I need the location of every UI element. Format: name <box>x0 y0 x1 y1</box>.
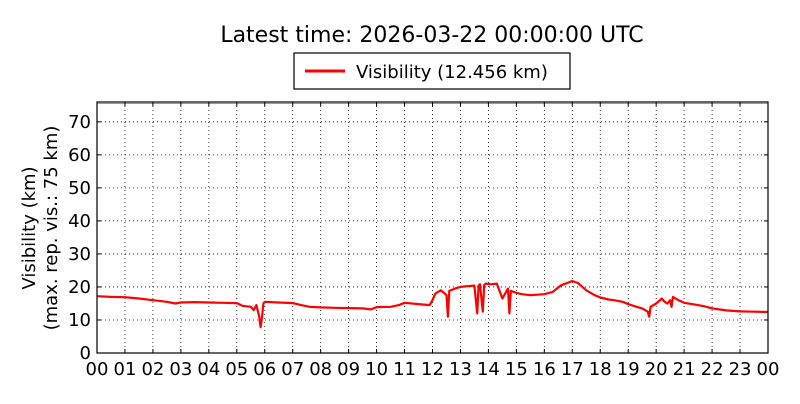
x-tick-label: 09 <box>337 359 360 380</box>
x-tick-label: 23 <box>729 359 752 380</box>
legend: Visibility (12.456 km) <box>293 52 571 90</box>
y-tick-label: 60 <box>68 145 91 166</box>
visibility-series-line <box>96 279 769 329</box>
x-tick-label: 05 <box>225 359 248 380</box>
x-tick-label: 18 <box>589 359 612 380</box>
ticks: 00 01 02 03 04 05 06 07 08 09 10 11 12 13 14 15 16 17 18 19… <box>68 102 779 380</box>
x-tick-label: 02 <box>141 359 164 380</box>
x-tick-label: 14 <box>477 359 500 380</box>
x-tick-label: 19 <box>617 359 640 380</box>
x-tick-label: 03 <box>169 359 192 380</box>
y-axis-label: Visibility (km) <box>19 166 40 289</box>
x-tick-label: 10 <box>365 359 388 380</box>
x-tick-label: 13 <box>449 359 472 380</box>
x-tick-label: 00 <box>757 359 780 380</box>
grid <box>97 102 768 353</box>
x-tick-label: 22 <box>701 359 724 380</box>
x-tick-label: 20 <box>645 359 668 380</box>
y-tick-label: 20 <box>68 277 91 298</box>
x-tick-label: 01 <box>114 359 137 380</box>
frame <box>96 101 769 354</box>
x-tick-label: 07 <box>281 359 304 380</box>
x-tick-label: 04 <box>197 359 220 380</box>
x-tick-label: 11 <box>393 359 416 380</box>
x-tick-label: 16 <box>533 359 556 380</box>
y-tick-label: 0 <box>80 343 91 364</box>
y-tick-label: 10 <box>68 310 91 331</box>
y-tick-label: 70 <box>68 112 91 133</box>
x-tick-label: 21 <box>673 359 696 380</box>
x-tick-label: 08 <box>309 359 332 380</box>
plot-frame <box>96 101 769 354</box>
x-tick-label: 12 <box>421 359 444 380</box>
y-tick-label: 30 <box>68 244 91 265</box>
y-axis-sublabel: (max. rep. vis.: 75 km) <box>41 126 62 331</box>
data-layer <box>96 279 769 329</box>
legend-label: Visibility (12.456 km) <box>356 62 548 83</box>
y-tick-label: 50 <box>68 178 91 199</box>
chart-title: Latest time: 2026-03-22 00:00:00 UTC <box>220 23 643 48</box>
x-tick-label: 06 <box>253 359 276 380</box>
x-tick-label: 17 <box>561 359 584 380</box>
y-tick-label: 40 <box>68 211 91 232</box>
x-tick-label: 15 <box>505 359 528 380</box>
x-tick-label: 00 <box>86 359 109 380</box>
